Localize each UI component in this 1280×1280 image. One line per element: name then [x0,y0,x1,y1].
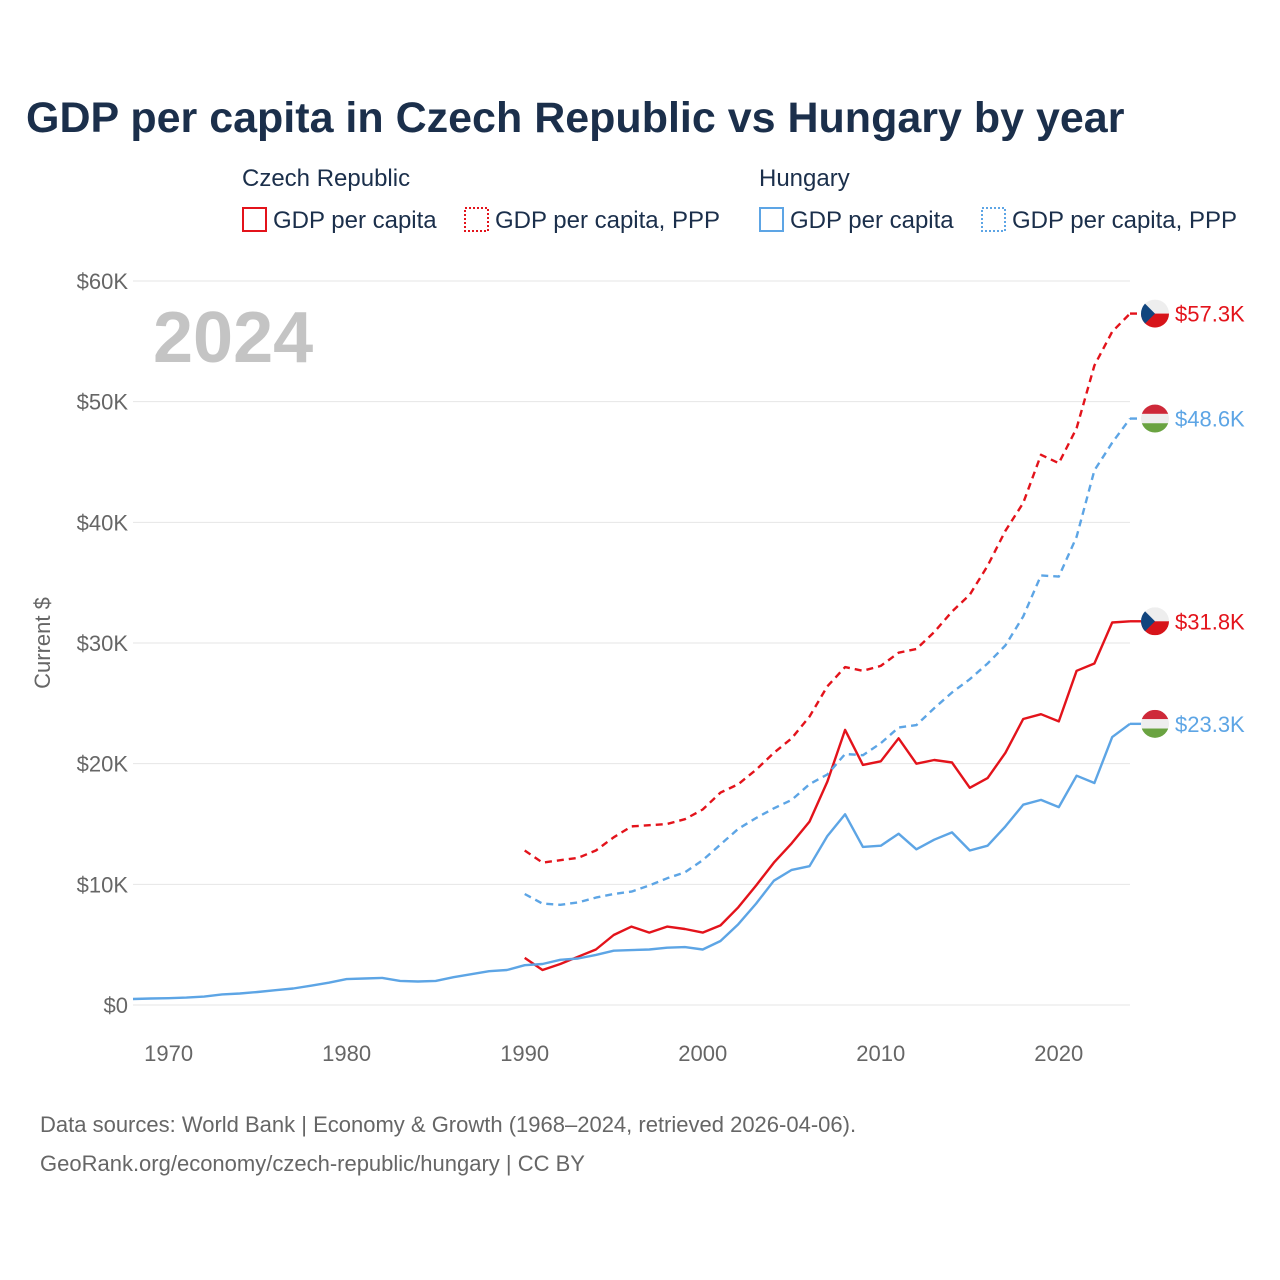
year-label: 2024 [153,298,313,378]
y-axis: $0 $10K $20K $30K $40K $50K $60K [77,269,129,1018]
source-line-1: Data sources: World Bank | Economy & Gro… [40,1112,856,1137]
legend-group-hungary: Hungary [759,165,850,192]
x-tick-label: 1970 [144,1041,193,1066]
series-lines [132,312,1141,1001]
legend-label-hungary-ppp: GDP per capita, PPP [1012,207,1237,234]
legend-label-czech-gdp: GDP per capita [273,207,437,234]
flag-white-band [1141,719,1169,729]
x-tick-label: 1990 [500,1041,549,1066]
y-tick-label: $20K [77,752,129,777]
legend-swatch-czech-ppp [464,207,489,232]
end-label-czech-ppp: $57.3K [1175,302,1245,327]
end-label-czech-gdp: $31.8K [1175,609,1245,634]
y-tick-label: $40K [77,510,129,535]
x-tick-label: 1980 [322,1041,371,1066]
series-line-hu-ppp [524,417,1131,906]
legend-swatch-czech-gdp [242,207,267,232]
legend-group-czech: Czech Republic [242,165,410,192]
y-tick-label: $60K [77,269,129,294]
series-line-cz-gdp [524,620,1131,972]
flag-red-band [1141,709,1169,720]
x-axis: 1970 1980 1990 2000 2010 2020 [144,1041,1083,1066]
flag-czech-gdp-icon [1141,607,1169,636]
flag-red-band [1141,404,1169,414]
flag-hungary-ppp-icon [1141,404,1169,433]
flag-body [1141,709,1169,738]
y-tick-label: $10K [77,872,129,897]
y-tick-label: $30K [77,631,129,656]
flag-hungary-gdp-icon [1141,709,1169,738]
series-line-cz-ppp [524,312,1131,864]
y-tick-label: $50K [77,390,129,415]
flag-body [1141,404,1169,433]
flag-green-band [1141,423,1169,433]
series-line-hu-gdp [132,722,1131,1001]
grid-lines [133,280,1130,1006]
flag-body [1141,299,1169,328]
y-axis-title: Current $ [30,597,55,689]
source-line-2: GeoRank.org/economy/czech-republic/hunga… [40,1151,585,1176]
legend-label-czech-ppp: GDP per capita, PPP [495,207,720,234]
legend-label-hungary-gdp: GDP per capita [790,207,954,234]
legend-swatch-hungary-ppp [981,207,1006,232]
flag-white-band [1141,413,1169,424]
flag-green-band [1141,728,1169,738]
x-tick-label: 2010 [856,1041,905,1066]
x-tick-label: 2000 [678,1041,727,1066]
flag-blue-triangle [1141,607,1155,636]
legend-swatch-hungary-gdp [759,207,784,232]
flag-blue-triangle [1141,299,1155,328]
x-tick-label: 2020 [1034,1041,1083,1066]
end-label-hungary-ppp: $48.6K [1175,407,1245,432]
end-labels: $57.3K $48.6K $31.8K $23.3K [1141,299,1245,738]
legend: Czech Republic GDP per capita GDP per ca… [242,165,1237,234]
flag-czech-ppp-icon [1141,299,1169,328]
y-tick-label: $0 [104,993,128,1018]
flag-body [1141,607,1169,636]
end-label-hungary-gdp: $23.3K [1175,712,1245,737]
chart-title: GDP per capita in Czech Republic vs Hung… [26,94,1125,142]
